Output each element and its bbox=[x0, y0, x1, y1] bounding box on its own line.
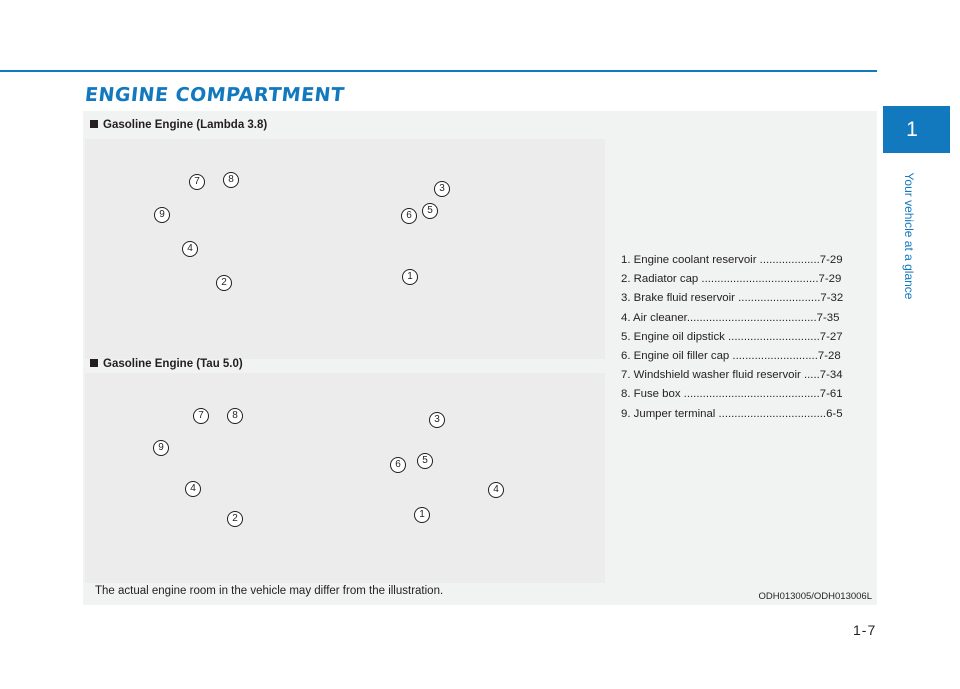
chapter-tab: 1 bbox=[883, 106, 950, 153]
page-number: 1-7 bbox=[853, 622, 877, 638]
callout-marker: 8 bbox=[227, 408, 243, 424]
legend-item: 2. Radiator cap ........................… bbox=[621, 273, 842, 286]
callout-marker: 4 bbox=[488, 482, 504, 498]
engine-illustration-lambda bbox=[85, 139, 605, 359]
callout-marker: 4 bbox=[185, 481, 201, 497]
callout-marker: 3 bbox=[429, 412, 445, 428]
callout-marker: 1 bbox=[414, 507, 430, 523]
callout-marker: 7 bbox=[189, 174, 205, 190]
callout-marker: 6 bbox=[390, 457, 406, 473]
callout-marker: 5 bbox=[422, 203, 438, 219]
legend-item: 9. Jumper terminal .....................… bbox=[621, 407, 843, 420]
legend-item: 1. Engine coolant reservoir ............… bbox=[621, 254, 843, 266]
legend-item: 6. Engine oil filler cap ...............… bbox=[621, 349, 841, 362]
legend-item: 3. Brake fluid reservoir ...............… bbox=[621, 292, 844, 305]
callout-marker: 4 bbox=[182, 241, 198, 257]
callout-marker: 2 bbox=[227, 511, 243, 527]
top-rule bbox=[0, 70, 877, 72]
square-bullet-icon bbox=[90, 359, 98, 367]
callout-marker: 1 bbox=[402, 269, 418, 285]
callout-marker: 5 bbox=[417, 453, 433, 469]
disclaimer-note: The actual engine room in the vehicle ma… bbox=[95, 585, 444, 597]
callout-marker: 9 bbox=[153, 440, 169, 456]
section-label-tau: Gasoline Engine (Tau 5.0) bbox=[90, 358, 243, 370]
callout-marker: 7 bbox=[193, 408, 209, 424]
legend-item: 8. Fuse box ............................… bbox=[621, 388, 843, 401]
component-legend: 1. Engine coolant reservoir ............… bbox=[621, 251, 867, 424]
callout-marker: 9 bbox=[154, 207, 170, 223]
legend-item: 5. Engine oil dipstick .................… bbox=[621, 330, 843, 343]
callout-marker: 6 bbox=[401, 208, 417, 224]
engine-illustration-tau bbox=[85, 373, 605, 583]
callout-marker: 8 bbox=[223, 172, 239, 188]
legend-item: 4. Air cleaner..........................… bbox=[621, 311, 840, 324]
chapter-title-vertical: Your vehicle at a glance bbox=[896, 156, 916, 316]
square-bullet-icon bbox=[90, 120, 98, 128]
figure-panel: Gasoline Engine (Lambda 3.8) Gasoline En… bbox=[83, 111, 877, 605]
page-title: ENGINE COMPARTMENT bbox=[83, 84, 346, 106]
illustration-reference-code: ODH013005/ODH013006L bbox=[758, 591, 872, 602]
section-label-lambda: Gasoline Engine (Lambda 3.8) bbox=[90, 119, 267, 131]
legend-item: 7. Windshield washer fluid reservoir ...… bbox=[621, 369, 843, 382]
chapter-number: 1 bbox=[906, 118, 918, 141]
chapter-title: Your vehicle at a glance bbox=[902, 172, 916, 300]
callout-marker: 2 bbox=[216, 275, 232, 291]
callout-marker: 3 bbox=[434, 181, 450, 197]
